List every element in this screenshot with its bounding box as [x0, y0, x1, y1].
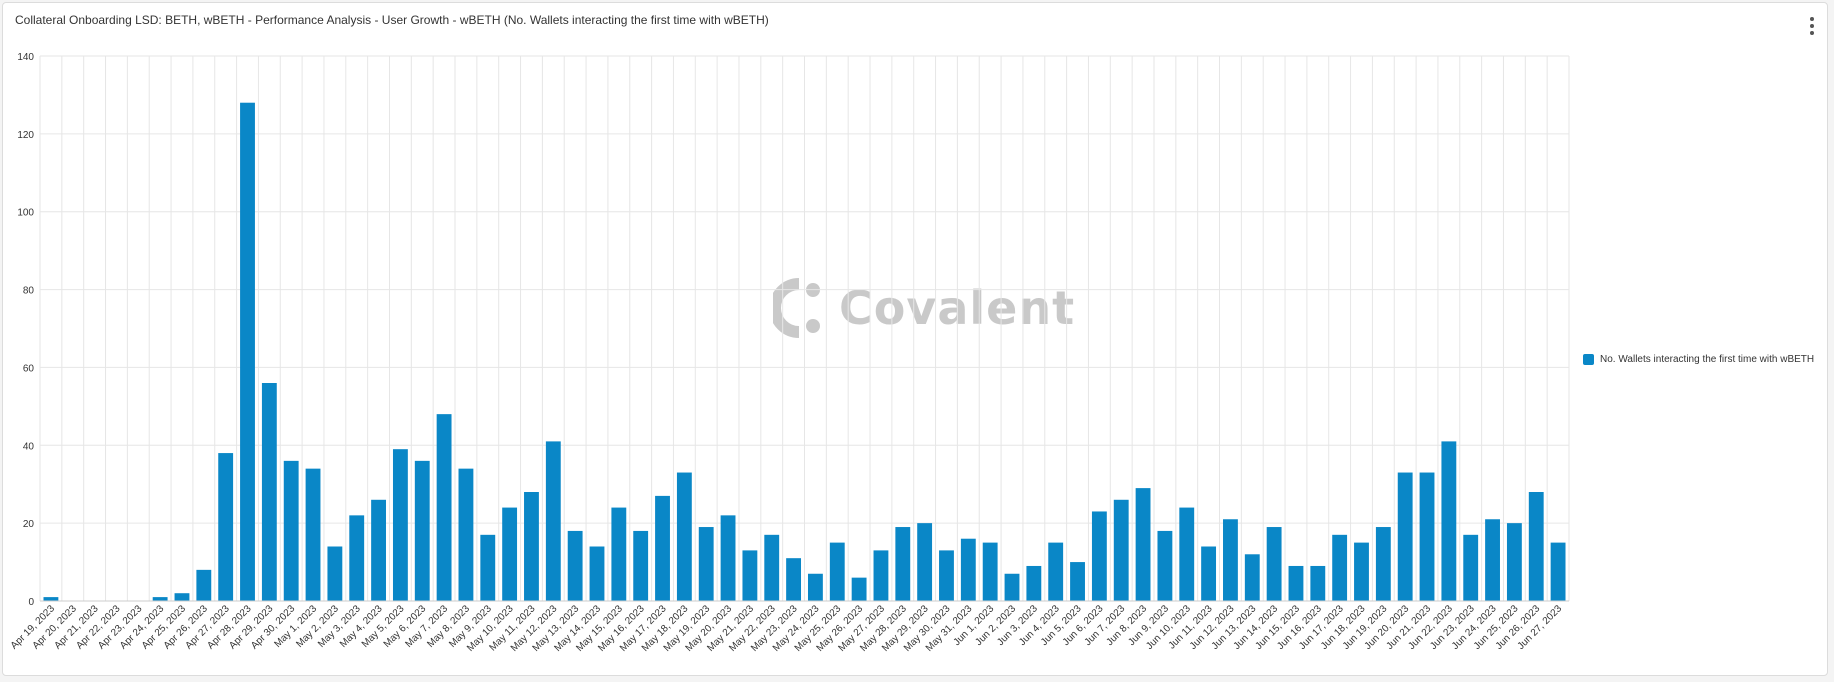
bar — [917, 523, 933, 601]
bar — [1463, 534, 1479, 601]
bar — [1026, 565, 1042, 601]
bar — [152, 597, 168, 601]
bar — [1288, 565, 1304, 601]
bar — [196, 569, 212, 601]
bar — [371, 499, 386, 601]
bar — [1550, 542, 1566, 601]
bar — [960, 538, 976, 601]
bar — [1354, 542, 1369, 601]
y-tick-label: 60 — [23, 363, 35, 374]
bar — [545, 441, 561, 601]
bar — [480, 534, 496, 601]
bar — [611, 507, 627, 601]
bar — [589, 546, 605, 601]
bar — [1266, 527, 1282, 601]
bar — [43, 597, 59, 601]
bar — [392, 449, 408, 601]
legend-label: No. Wallets interacting the first time w… — [1600, 354, 1815, 365]
bar — [1157, 530, 1173, 601]
y-tick-label: 40 — [23, 441, 35, 452]
bar — [327, 546, 343, 601]
bar — [502, 507, 518, 601]
bar — [1397, 472, 1413, 601]
covalent-logo-icon — [773, 278, 820, 338]
more-vertical-icon[interactable] — [1809, 17, 1815, 35]
bar — [1223, 519, 1238, 601]
bar — [1179, 507, 1195, 601]
legend[interactable]: No. Wallets interacting the first time w… — [1583, 354, 1814, 365]
bar — [764, 534, 780, 601]
bar — [1004, 573, 1020, 601]
y-tick-label: 120 — [17, 130, 34, 141]
bar — [873, 550, 889, 601]
bar — [567, 530, 583, 601]
bar — [1135, 488, 1151, 601]
bar — [720, 515, 736, 601]
bar — [939, 550, 954, 601]
bar — [829, 542, 845, 601]
bar — [349, 515, 365, 601]
bar — [1091, 511, 1107, 601]
bar — [742, 550, 758, 601]
y-tick-label: 80 — [23, 286, 35, 297]
bar — [1113, 499, 1129, 601]
bar — [895, 527, 911, 601]
bar — [1485, 519, 1500, 601]
bar — [1048, 542, 1064, 601]
bar — [807, 573, 823, 601]
y-tick-label: 0 — [28, 597, 34, 608]
bar — [655, 495, 670, 601]
bar — [283, 460, 299, 601]
bar — [240, 102, 255, 601]
bar — [261, 383, 277, 601]
bar — [982, 542, 998, 601]
bar — [414, 460, 430, 601]
y-tick-label: 140 — [17, 52, 34, 63]
chart-title: Collateral Onboarding LSD: BETH, wBETH -… — [15, 13, 769, 27]
bar — [436, 414, 452, 601]
y-tick-label: 100 — [17, 208, 34, 219]
bar — [305, 468, 321, 601]
bar — [1419, 472, 1435, 601]
bar — [1310, 565, 1326, 601]
legend-swatch — [1583, 354, 1594, 365]
bar — [786, 558, 802, 601]
bar — [1506, 523, 1522, 601]
bar — [676, 472, 692, 601]
y-tick-label: 20 — [23, 519, 35, 530]
bar — [633, 530, 649, 601]
bar — [1070, 562, 1085, 601]
bar — [524, 492, 539, 601]
bar — [174, 593, 190, 601]
bar — [1528, 492, 1544, 601]
bar — [851, 577, 867, 601]
bar — [1244, 554, 1260, 601]
bar — [1201, 546, 1217, 601]
bar — [1375, 527, 1391, 601]
bar — [458, 468, 474, 601]
bar — [1441, 441, 1457, 601]
bar — [1332, 534, 1348, 601]
bar — [698, 527, 714, 601]
bar — [218, 453, 234, 601]
